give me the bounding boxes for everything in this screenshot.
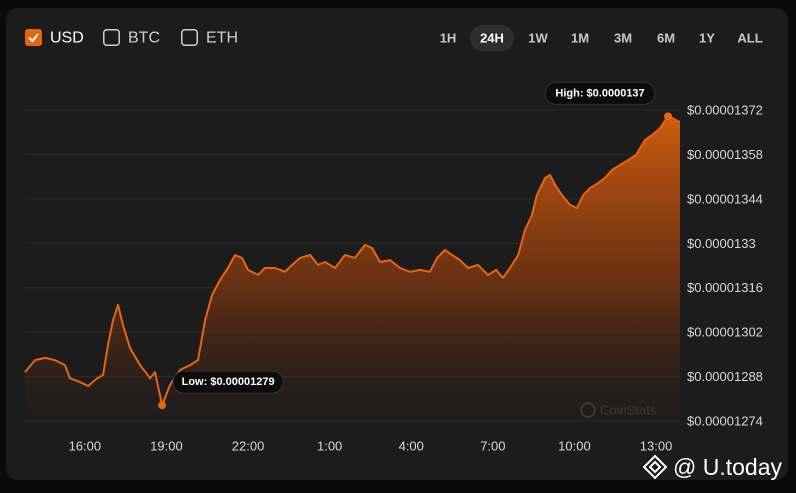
x-tick-label: 10:00	[558, 439, 591, 454]
y-tick-label: $0.00001274	[687, 414, 763, 429]
range-button[interactable]: ALL	[737, 31, 762, 46]
y-tick-label: $0.00001344	[687, 191, 763, 206]
x-tick-label: 22:00	[232, 439, 265, 454]
credit: @ U.today	[673, 454, 783, 480]
range-button[interactable]: 1W	[528, 31, 548, 46]
annotation-box	[544, 81, 656, 105]
range-button[interactable]: 1Y	[699, 31, 715, 46]
x-tick-label: 1:00	[317, 439, 342, 454]
currency-label[interactable]: BTC	[128, 30, 160, 47]
y-tick-label: $0.00001358	[687, 147, 763, 162]
annotation-box	[172, 370, 284, 394]
range-button[interactable]: 1H	[440, 31, 457, 46]
annotation-label: High: $0.0000137	[555, 87, 644, 99]
currency-label[interactable]: ETH	[206, 30, 238, 47]
y-tick-label: $0.00001316	[687, 280, 763, 295]
annotation-label: Low: $0.00001279	[182, 376, 275, 388]
annotation-dot	[664, 112, 673, 121]
x-tick-label: 19:00	[150, 439, 183, 454]
range-button[interactable]: 3M	[614, 31, 632, 46]
watermark: CoinStats	[600, 403, 657, 418]
x-tick-label: 16:00	[69, 439, 102, 454]
y-tick-label: $0.00001372	[687, 102, 763, 117]
x-tick-label: 13:00	[640, 439, 673, 454]
area-fill	[25, 116, 680, 434]
price-line	[24, 115, 681, 407]
checkbox[interactable]	[25, 29, 42, 46]
x-tick-label: 4:00	[399, 439, 424, 454]
credit-icon	[642, 454, 668, 480]
annotation-dot	[158, 401, 167, 410]
range-button-bg[interactable]	[470, 25, 514, 51]
checkbox[interactable]	[181, 29, 198, 46]
y-tick-label: $0.00001302	[687, 325, 763, 340]
range-button[interactable]: 24H	[480, 31, 504, 46]
watermark-icon	[580, 402, 596, 418]
checkmark	[28, 33, 39, 43]
range-button[interactable]: 1M	[571, 31, 589, 46]
checkbox[interactable]	[103, 29, 120, 46]
x-tick-label: 7:00	[480, 439, 505, 454]
y-tick-label: $0.00001288	[687, 369, 763, 384]
y-tick-label: $0.0000133	[687, 236, 756, 251]
range-button[interactable]: 6M	[657, 31, 675, 46]
currency-label[interactable]: USD	[50, 30, 84, 47]
